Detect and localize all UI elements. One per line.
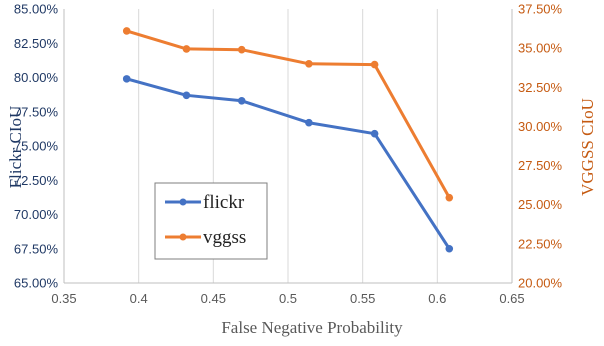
legend: flickr vggss	[154, 182, 268, 260]
axes	[63, 9, 513, 284]
tick-labels: 0.35 0.4 0.45 0.5 0.55 0.6 0.65 65.00% 67.50% 70.…	[14, 2, 563, 307]
x-axis-title: False Negative Probability	[221, 318, 403, 337]
legend-vggss-label: vggss	[203, 227, 246, 248]
data-point-flickr	[445, 244, 454, 253]
right-y-axis-title: VGGSS CIoU	[578, 98, 597, 196]
data-point-vggss	[122, 27, 131, 35]
left-y-tick-label: 70.00%	[14, 207, 59, 222]
x-tick-label: 0.65	[499, 291, 524, 306]
data-point-flickr	[305, 118, 313, 127]
left-y-tick-label: 75.00%	[14, 139, 59, 154]
series-line-flickr	[126, 77, 451, 250]
x-tick-label: 0.6	[428, 291, 446, 306]
data-point-flickr	[182, 91, 191, 100]
left-y-tick-label: 82.50%	[14, 36, 59, 51]
x-tick-label: 0.45	[201, 291, 226, 306]
left-y-axis-title: Flickr CIoU	[6, 106, 25, 189]
left-y-tick-label: 85.00%	[14, 2, 59, 17]
legend-vggss-marker	[179, 233, 187, 241]
series-group	[122, 27, 454, 253]
data-point-vggss	[370, 60, 379, 69]
left-y-tick-label: 72.50%	[14, 173, 59, 188]
data-point-flickr	[237, 96, 246, 105]
left-y-tick-label: 80.00%	[14, 70, 59, 85]
legend-flickr-marker	[179, 198, 187, 206]
right-y-tick-label: 27.50%	[518, 158, 563, 173]
right-y-tick-label: 20.00%	[518, 276, 563, 291]
right-y-tick-label: 30.00%	[518, 119, 563, 134]
right-y-tick-label: 32.50%	[518, 80, 563, 95]
left-y-tick-label: 67.50%	[14, 241, 59, 256]
x-tick-label: 0.5	[279, 291, 297, 306]
series-line-vggss	[126, 29, 451, 199]
right-y-tick-label: 25.00%	[518, 197, 563, 212]
x-tick-label: 0.35	[51, 291, 76, 306]
left-y-tick-label: 65.00%	[14, 276, 59, 291]
data-point-vggss	[445, 193, 454, 202]
x-tick-label: 0.4	[130, 291, 148, 306]
right-y-tick-label: 22.50%	[518, 236, 563, 251]
right-y-tick-label: 37.50%	[518, 2, 563, 17]
x-tick-label: 0.55	[350, 291, 375, 306]
right-y-tick-label: 35.00%	[518, 41, 563, 56]
legend-flickr-label: flickr	[203, 192, 245, 213]
left-y-tick-label: 77.50%	[14, 104, 59, 119]
data-point-vggss	[305, 60, 313, 68]
data-point-vggss	[182, 45, 191, 53]
data-point-vggss	[237, 45, 246, 54]
data-point-flickr	[122, 75, 131, 83]
data-point-flickr	[370, 129, 379, 138]
legend-box	[154, 182, 268, 260]
